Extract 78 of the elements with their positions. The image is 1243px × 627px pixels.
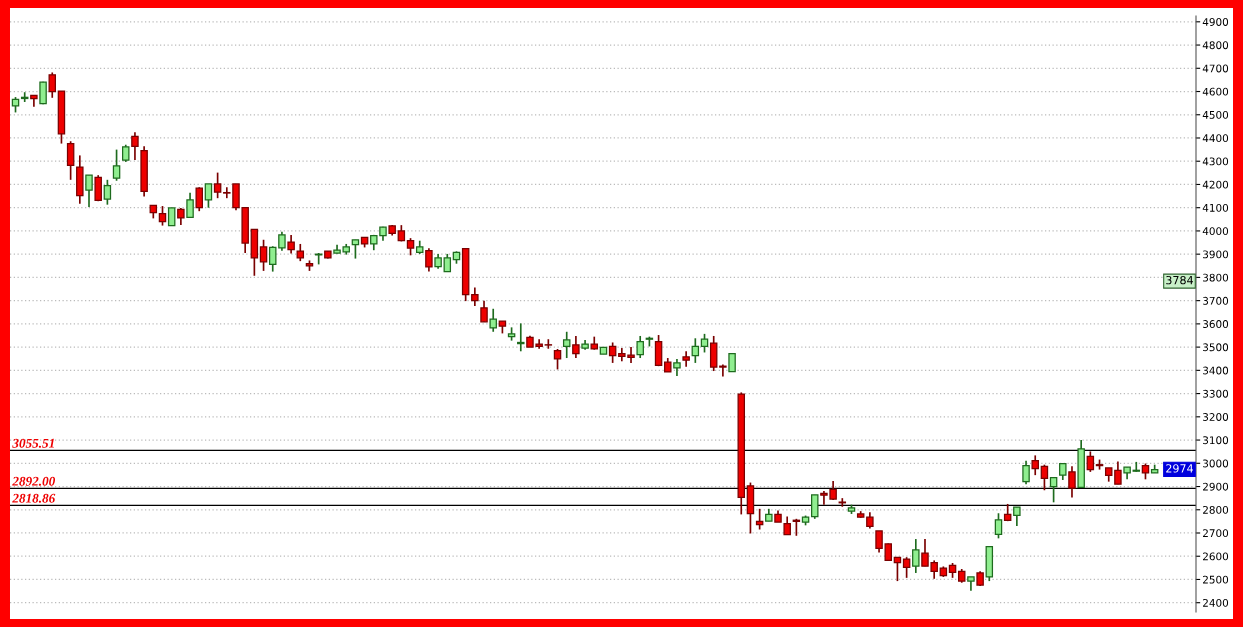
candlestick	[838, 497, 847, 508]
candlestick	[517, 322, 525, 353]
y-tick-label: 3500	[1203, 343, 1229, 352]
y-tick-label: 4700	[1202, 64, 1229, 73]
candlestick	[709, 335, 718, 372]
y-tick-label: 3400	[1203, 366, 1229, 375]
candlestick	[489, 307, 497, 333]
candlestick	[351, 238, 360, 260]
ref-line-label: 3055.51	[12, 438, 54, 448]
ref-line-label: 2892.00	[12, 476, 56, 486]
candlestick	[1040, 463, 1049, 492]
candlestick	[893, 556, 902, 582]
y-tick-label: 4300	[1202, 157, 1229, 166]
candlestick	[131, 131, 139, 161]
y-tick-label: 2800	[1203, 505, 1229, 514]
y-tick-label: 3700	[1203, 296, 1229, 305]
y-tick-label: 3100	[1203, 436, 1229, 445]
candlestick	[1132, 461, 1141, 473]
candlestick	[691, 337, 700, 364]
candlestick	[186, 191, 194, 219]
y-tick-label: 4900	[1202, 18, 1229, 26]
candlestick	[112, 148, 121, 182]
candlestick	[728, 352, 736, 373]
y-tick-label: 3600	[1203, 320, 1229, 328]
y-tick-label: 4500	[1202, 110, 1229, 119]
candlestick	[1068, 465, 1076, 499]
candlestick	[471, 286, 479, 307]
candlestick	[480, 299, 488, 323]
candlestick	[103, 178, 112, 206]
candlestick	[783, 515, 791, 536]
candlestick	[85, 174, 93, 208]
y-tick-label: 3800	[1203, 273, 1229, 282]
y-tick-label: 2700	[1203, 529, 1229, 538]
ref-line-label: 2818.86	[12, 493, 56, 503]
y-tick-label: 2900	[1203, 482, 1229, 491]
candlestick	[48, 71, 57, 99]
candlestick	[1086, 450, 1095, 473]
candlestick	[1049, 476, 1058, 504]
candlestick	[562, 330, 571, 359]
candlestick	[259, 238, 268, 272]
candlestick	[912, 538, 920, 574]
y-tick-label: 4200	[1202, 180, 1229, 189]
y-tick-label: 4100	[1202, 203, 1229, 212]
y-tick-label: 2600	[1203, 552, 1229, 561]
candlestick	[314, 252, 323, 266]
candlestick	[425, 247, 433, 273]
candlestick	[636, 335, 644, 359]
y-tick-label: 3900	[1203, 250, 1229, 259]
candlestick	[204, 183, 213, 209]
candlestick	[158, 205, 167, 227]
candlestick	[94, 174, 102, 203]
candlestick	[902, 556, 911, 579]
candlestick	[1031, 454, 1039, 476]
y-tick-label: 4000	[1202, 227, 1229, 236]
y-tick-label: 2500	[1203, 575, 1229, 584]
candlestick	[572, 335, 580, 359]
y-tick-label: 4800	[1202, 41, 1229, 50]
y-tick-label: 2400	[1203, 598, 1229, 607]
candlestick	[994, 512, 1003, 540]
candlestick	[700, 333, 709, 354]
y-tick-label: 4400	[1202, 134, 1229, 143]
candlestick	[1022, 459, 1030, 486]
candlestick	[287, 234, 295, 255]
candlestick	[195, 186, 203, 213]
candlestick	[811, 494, 819, 520]
candlestick	[66, 140, 75, 181]
candlestick	[553, 348, 562, 371]
text: 2974	[1166, 464, 1193, 473]
candlestick	[213, 171, 222, 200]
y-tick-label: 3300	[1203, 389, 1229, 398]
y-tick-label: 3000	[1203, 459, 1229, 468]
text: 3784	[1166, 275, 1193, 285]
candlestick	[1013, 506, 1021, 527]
candlestick	[719, 363, 727, 378]
y-tick-label: 4600	[1202, 87, 1229, 96]
candlestick	[608, 341, 617, 364]
y-tick-label: 3200	[1203, 413, 1229, 421]
candlestick	[654, 334, 663, 367]
